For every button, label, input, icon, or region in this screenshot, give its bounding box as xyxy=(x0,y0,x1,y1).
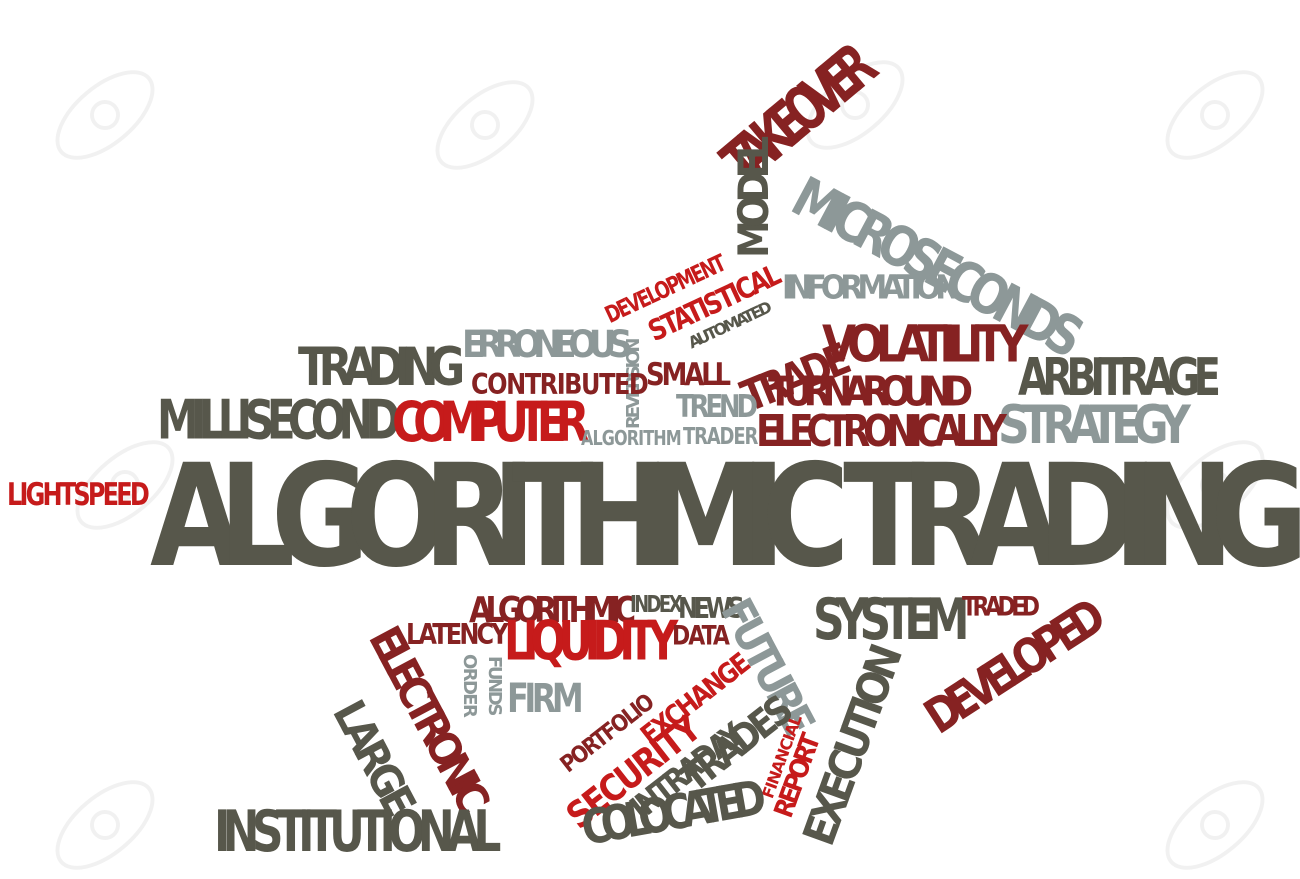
word-institutional: INSTITUTIONAL xyxy=(214,798,501,866)
main-title: ALGORITHMIC TRADING xyxy=(150,435,1300,600)
word-data: DATA xyxy=(672,621,730,652)
word-turnaround: TURNAROUND xyxy=(768,368,973,416)
word-order: ORDER xyxy=(459,654,480,717)
word-trader: TRADER xyxy=(683,423,758,451)
word-lightspeed: LIGHTSPEED xyxy=(7,476,150,513)
word-erroneous: ERRONEOUS xyxy=(462,322,633,367)
watermark-icon xyxy=(1165,70,1265,160)
word-computer: COMPUTER xyxy=(392,391,590,455)
word-trading: TRADING xyxy=(298,337,465,399)
word-millisecond: MILLISECOND xyxy=(157,387,401,452)
watermark-icon xyxy=(1165,440,1265,530)
word-model: MODEL xyxy=(729,143,779,258)
watermark-icon xyxy=(55,780,155,870)
watermark-icon xyxy=(1165,780,1265,870)
word-information: INFORMATION xyxy=(782,268,960,308)
word-news: NEWS xyxy=(678,591,745,626)
word-arbitrage: ARBITRAGE xyxy=(1018,348,1221,408)
word-firm: FIRM xyxy=(507,674,584,722)
word-strategy: STRATEGY xyxy=(998,395,1191,457)
word-electronically: ELECTRONICALLY xyxy=(756,407,1007,457)
word-small: SMALL xyxy=(646,357,731,394)
word-liquidity: LIQUIDITY xyxy=(504,608,678,673)
watermark-icon xyxy=(805,60,905,150)
watermark-icon xyxy=(75,440,175,530)
watermark-icon xyxy=(435,80,535,170)
word-algorithmic: ALGORITHMIC xyxy=(469,589,636,632)
watermark-icon xyxy=(55,70,155,160)
word-latency: LATENCY xyxy=(406,617,509,652)
word-index: INDEX xyxy=(630,591,682,619)
word-trend: TREND xyxy=(676,389,758,426)
word-funds: FUNDS xyxy=(484,656,505,714)
word-algorithm: ALGORITHM xyxy=(581,425,682,451)
word-system: SYSTEM xyxy=(813,586,970,654)
word-contributed: CONTRIBUTED xyxy=(471,367,649,402)
word-volatility: VOLATILITY xyxy=(822,315,1028,375)
word-traded: TRADED xyxy=(962,592,1040,623)
